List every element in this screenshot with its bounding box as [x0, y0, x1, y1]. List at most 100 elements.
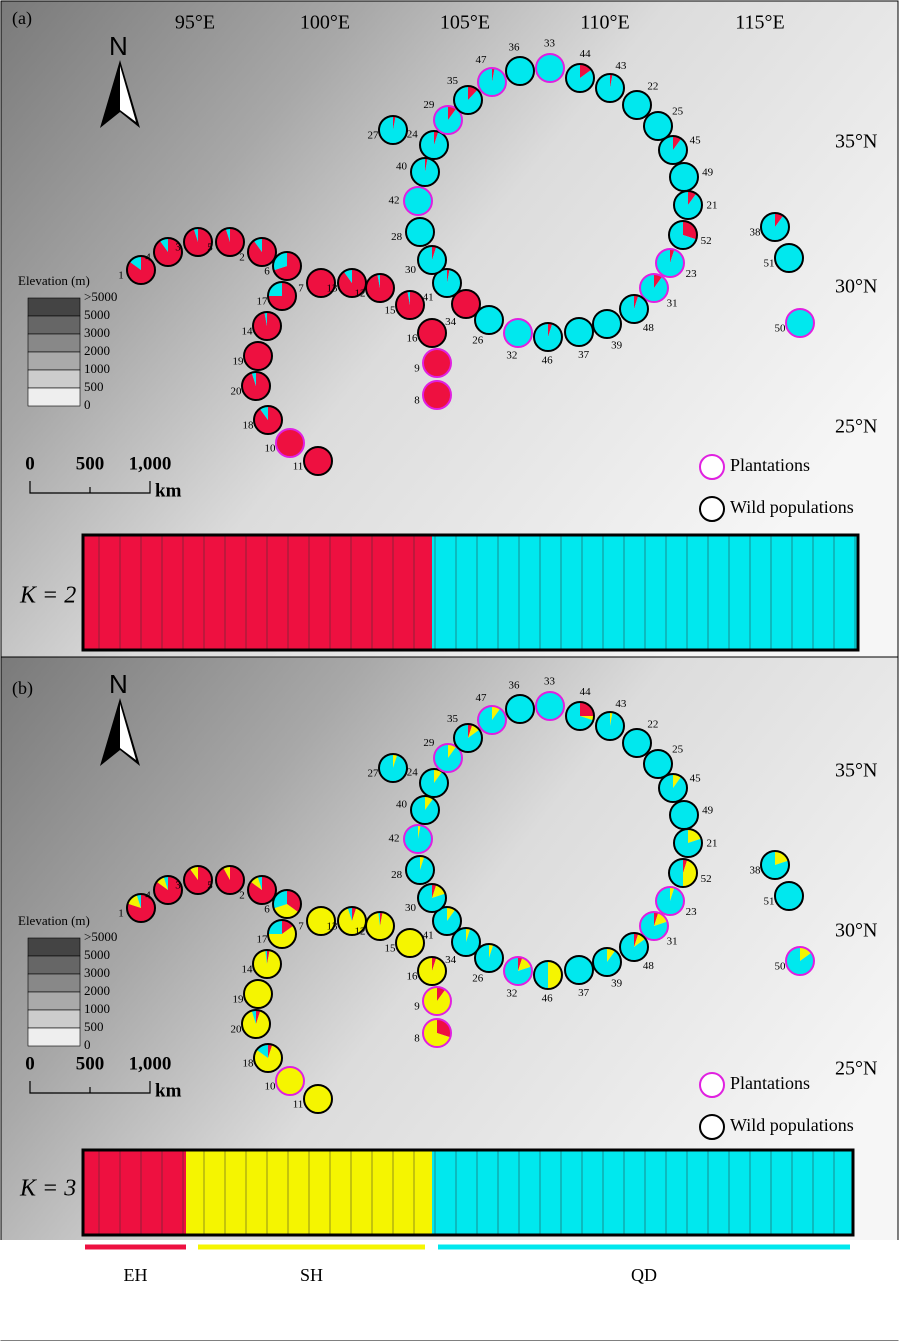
latitude-label: 25°N [835, 416, 877, 438]
population-label: 47 [475, 692, 487, 704]
population-label: 51 [764, 896, 775, 908]
elevation-label: 1000 [84, 1001, 110, 1016]
population-label: 18 [243, 420, 255, 432]
population-label: 5 [207, 880, 213, 892]
population-label: 34 [445, 954, 457, 966]
population-label: 17 [257, 934, 269, 946]
population-label: 49 [702, 804, 714, 816]
elevation-swatch [28, 956, 80, 974]
population-label: 31 [667, 297, 678, 309]
population-label: 24 [407, 766, 419, 778]
population-label: 35 [447, 75, 459, 87]
cluster-name: QD [631, 1265, 657, 1285]
population-label: 32 [506, 988, 517, 1000]
elevation-label: >5000 [84, 929, 117, 944]
population-label: 32 [506, 350, 517, 362]
population-label: 1 [118, 270, 124, 282]
longitude-label: 115°E [735, 12, 784, 34]
population-label: 47 [475, 54, 487, 66]
population-label: 18 [243, 1058, 255, 1070]
population-label: 15 [385, 305, 397, 317]
cluster-name: EH [124, 1265, 148, 1285]
structure-block [83, 1150, 186, 1235]
north-label: N [109, 31, 128, 61]
population-label: 6 [264, 904, 270, 916]
elevation-label: 0 [84, 397, 91, 412]
latitude-label: 35°N [835, 760, 877, 782]
population-label: 21 [706, 837, 717, 849]
population-label: 33 [544, 38, 556, 50]
population-label: 44 [580, 686, 592, 698]
population-label: 36 [509, 41, 521, 53]
population-label: 9 [414, 1001, 420, 1013]
population-label: 28 [391, 869, 403, 881]
elevation-swatch [28, 1010, 80, 1028]
population-label: 23 [686, 906, 698, 918]
population-label: 50 [775, 323, 787, 335]
elevation-label: 0 [84, 1037, 91, 1052]
population-label: 26 [472, 973, 484, 985]
population-label: 41 [423, 929, 434, 941]
elevation-label: 2000 [84, 343, 110, 358]
population-label: 10 [265, 1081, 277, 1093]
population-label: 2 [239, 252, 245, 264]
population-label: 50 [775, 961, 787, 973]
elevation-label: 500 [84, 1019, 104, 1034]
population-label: 20 [231, 1024, 243, 1036]
population-label: 19 [233, 994, 245, 1006]
scale-label: km [155, 480, 182, 501]
population-label: 4 [145, 890, 151, 902]
population-label: 5 [207, 242, 213, 254]
population-label: 42 [389, 833, 400, 845]
population-label: 27 [368, 130, 380, 142]
legend-wild [700, 1115, 724, 1139]
elevation-label: 5000 [84, 307, 110, 322]
elevation-swatch [28, 992, 80, 1010]
population-label: 43 [615, 60, 627, 72]
population-label: 45 [690, 134, 702, 146]
elevation-swatch [28, 388, 80, 406]
population-label: 40 [396, 160, 408, 172]
legend-plantation [700, 1073, 724, 1097]
population-label: 31 [667, 935, 678, 947]
elevation-label: 1000 [84, 361, 110, 376]
population-label: 7 [298, 283, 304, 295]
population-label: 36 [509, 679, 521, 691]
population-label: 48 [643, 960, 655, 972]
elevation-label: 5000 [84, 947, 110, 962]
k-label: K = 3 [19, 1176, 76, 1202]
elevation-swatch [28, 352, 80, 370]
elevation-label: 2000 [84, 983, 110, 998]
elevation-label: 500 [84, 379, 104, 394]
north-label: N [109, 669, 128, 699]
figure: (a)N95°E100°E105°E110°E115°E35°N30°N25°N… [0, 0, 899, 1341]
structure-block [83, 535, 432, 650]
population-label: 52 [701, 873, 712, 885]
elevation-title: Elevation (m) [18, 913, 90, 928]
population-label: 19 [233, 356, 245, 368]
population-label: 6 [264, 266, 270, 278]
population-label: 15 [385, 943, 397, 955]
longitude-label: 100°E [300, 12, 350, 34]
population-label: 16 [407, 333, 419, 345]
population-label: 46 [542, 355, 554, 367]
population-label: 13 [327, 921, 339, 933]
population-label: 21 [706, 199, 717, 211]
footer-band [0, 1240, 899, 1340]
latitude-label: 30°N [835, 920, 877, 942]
legend-plantation [700, 455, 724, 479]
population-label: 16 [407, 971, 419, 983]
population-label: 38 [750, 227, 762, 239]
panel-label: (b) [12, 678, 33, 699]
population-label: 11 [293, 1099, 304, 1111]
population-label: 30 [405, 264, 417, 276]
population-label: 52 [701, 235, 712, 247]
panel-label: (a) [12, 8, 32, 29]
longitude-label: 95°E [175, 12, 215, 34]
population-label: 24 [407, 128, 419, 140]
elevation-swatch [28, 298, 80, 316]
population-label: 38 [750, 865, 762, 877]
scale-label: 0 [25, 453, 35, 474]
legend-text: Wild populations [730, 497, 854, 517]
elevation-swatch [28, 370, 80, 388]
